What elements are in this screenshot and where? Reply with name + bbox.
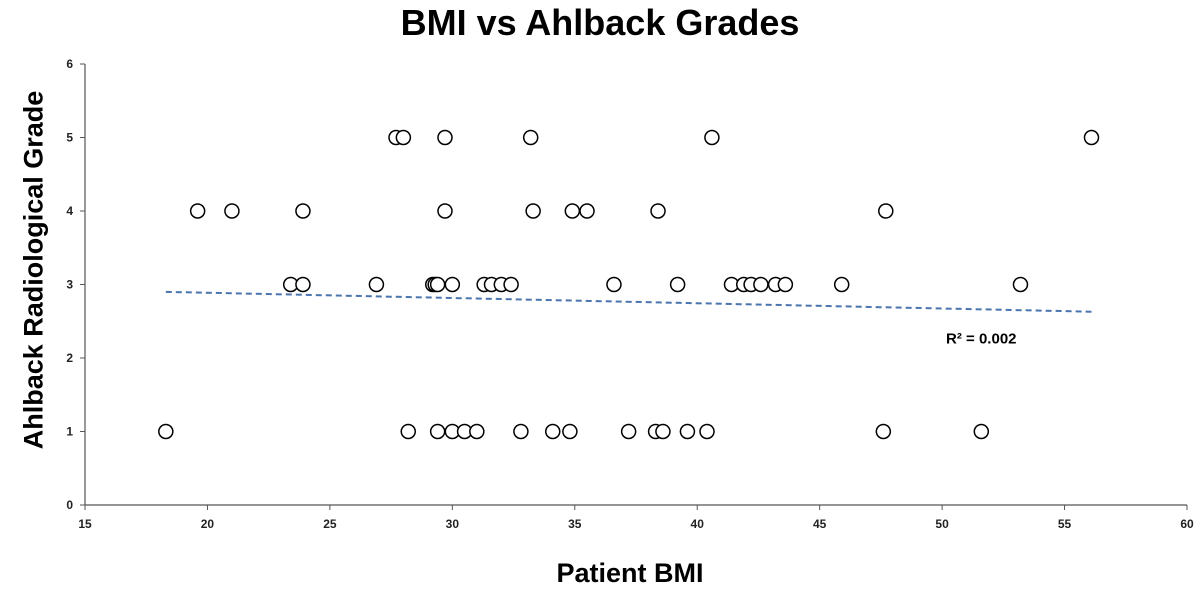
y-tick-label: 6 <box>66 57 73 71</box>
x-tick-label: 60 <box>1180 517 1194 531</box>
x-axis-label: Patient BMI <box>556 558 704 588</box>
data-point <box>503 276 519 293</box>
chart-title: BMI vs Ahlback Grades <box>400 2 800 43</box>
data-point <box>564 203 581 219</box>
data-point <box>606 276 622 293</box>
data-point <box>699 423 715 440</box>
data-point <box>579 203 595 219</box>
x-tick-label: 40 <box>691 517 705 531</box>
data-point <box>655 423 671 440</box>
data-point <box>429 423 446 440</box>
x-tick-label: 45 <box>813 517 827 531</box>
x-tick-label: 35 <box>568 517 582 531</box>
trendline-layer <box>165 290 1092 313</box>
data-point <box>875 423 892 440</box>
data-point <box>544 423 561 440</box>
data-point <box>650 203 666 219</box>
data-point <box>224 203 240 219</box>
trendline <box>165 290 1092 313</box>
data-point <box>704 129 720 146</box>
data-point <box>525 203 541 219</box>
data-point <box>878 203 894 219</box>
y-tick-label: 4 <box>66 204 73 218</box>
data-point <box>753 276 769 293</box>
data-point <box>469 423 485 440</box>
data-point <box>1083 129 1100 146</box>
points-layer <box>158 129 1100 440</box>
data-point <box>777 276 794 293</box>
data-point <box>973 423 990 440</box>
data-point <box>562 423 578 440</box>
data-point <box>513 423 529 440</box>
x-tick-label: 50 <box>935 517 949 531</box>
r-squared-label: R² = 0.002 <box>946 330 1016 347</box>
data-point <box>1012 276 1029 293</box>
data-point <box>444 276 461 293</box>
x-tick-label: 15 <box>78 517 92 531</box>
x-tick-label: 20 <box>201 517 215 531</box>
data-point <box>189 203 206 219</box>
x-tick-label: 55 <box>1058 517 1072 531</box>
y-tick-label: 3 <box>66 278 73 292</box>
data-point <box>400 423 417 440</box>
x-tick-label: 25 <box>323 517 337 531</box>
data-point <box>158 423 174 440</box>
data-point <box>368 276 385 293</box>
data-point <box>669 276 686 293</box>
data-point <box>437 129 453 146</box>
data-point <box>429 276 446 293</box>
data-point <box>437 203 453 219</box>
y-tick-label: 5 <box>66 131 73 145</box>
data-point <box>295 203 311 219</box>
x-tick-label: 30 <box>446 517 460 531</box>
data-point <box>395 129 412 146</box>
annotation-layer: R² = 0.002 <box>946 330 1016 347</box>
y-tick-label: 1 <box>66 425 73 439</box>
data-point <box>679 423 696 440</box>
data-point <box>522 129 539 146</box>
y-tick-label: 0 <box>66 498 73 512</box>
y-tick-label: 2 <box>66 351 73 365</box>
data-point <box>833 276 850 293</box>
data-point <box>620 423 637 440</box>
data-point <box>295 276 311 293</box>
